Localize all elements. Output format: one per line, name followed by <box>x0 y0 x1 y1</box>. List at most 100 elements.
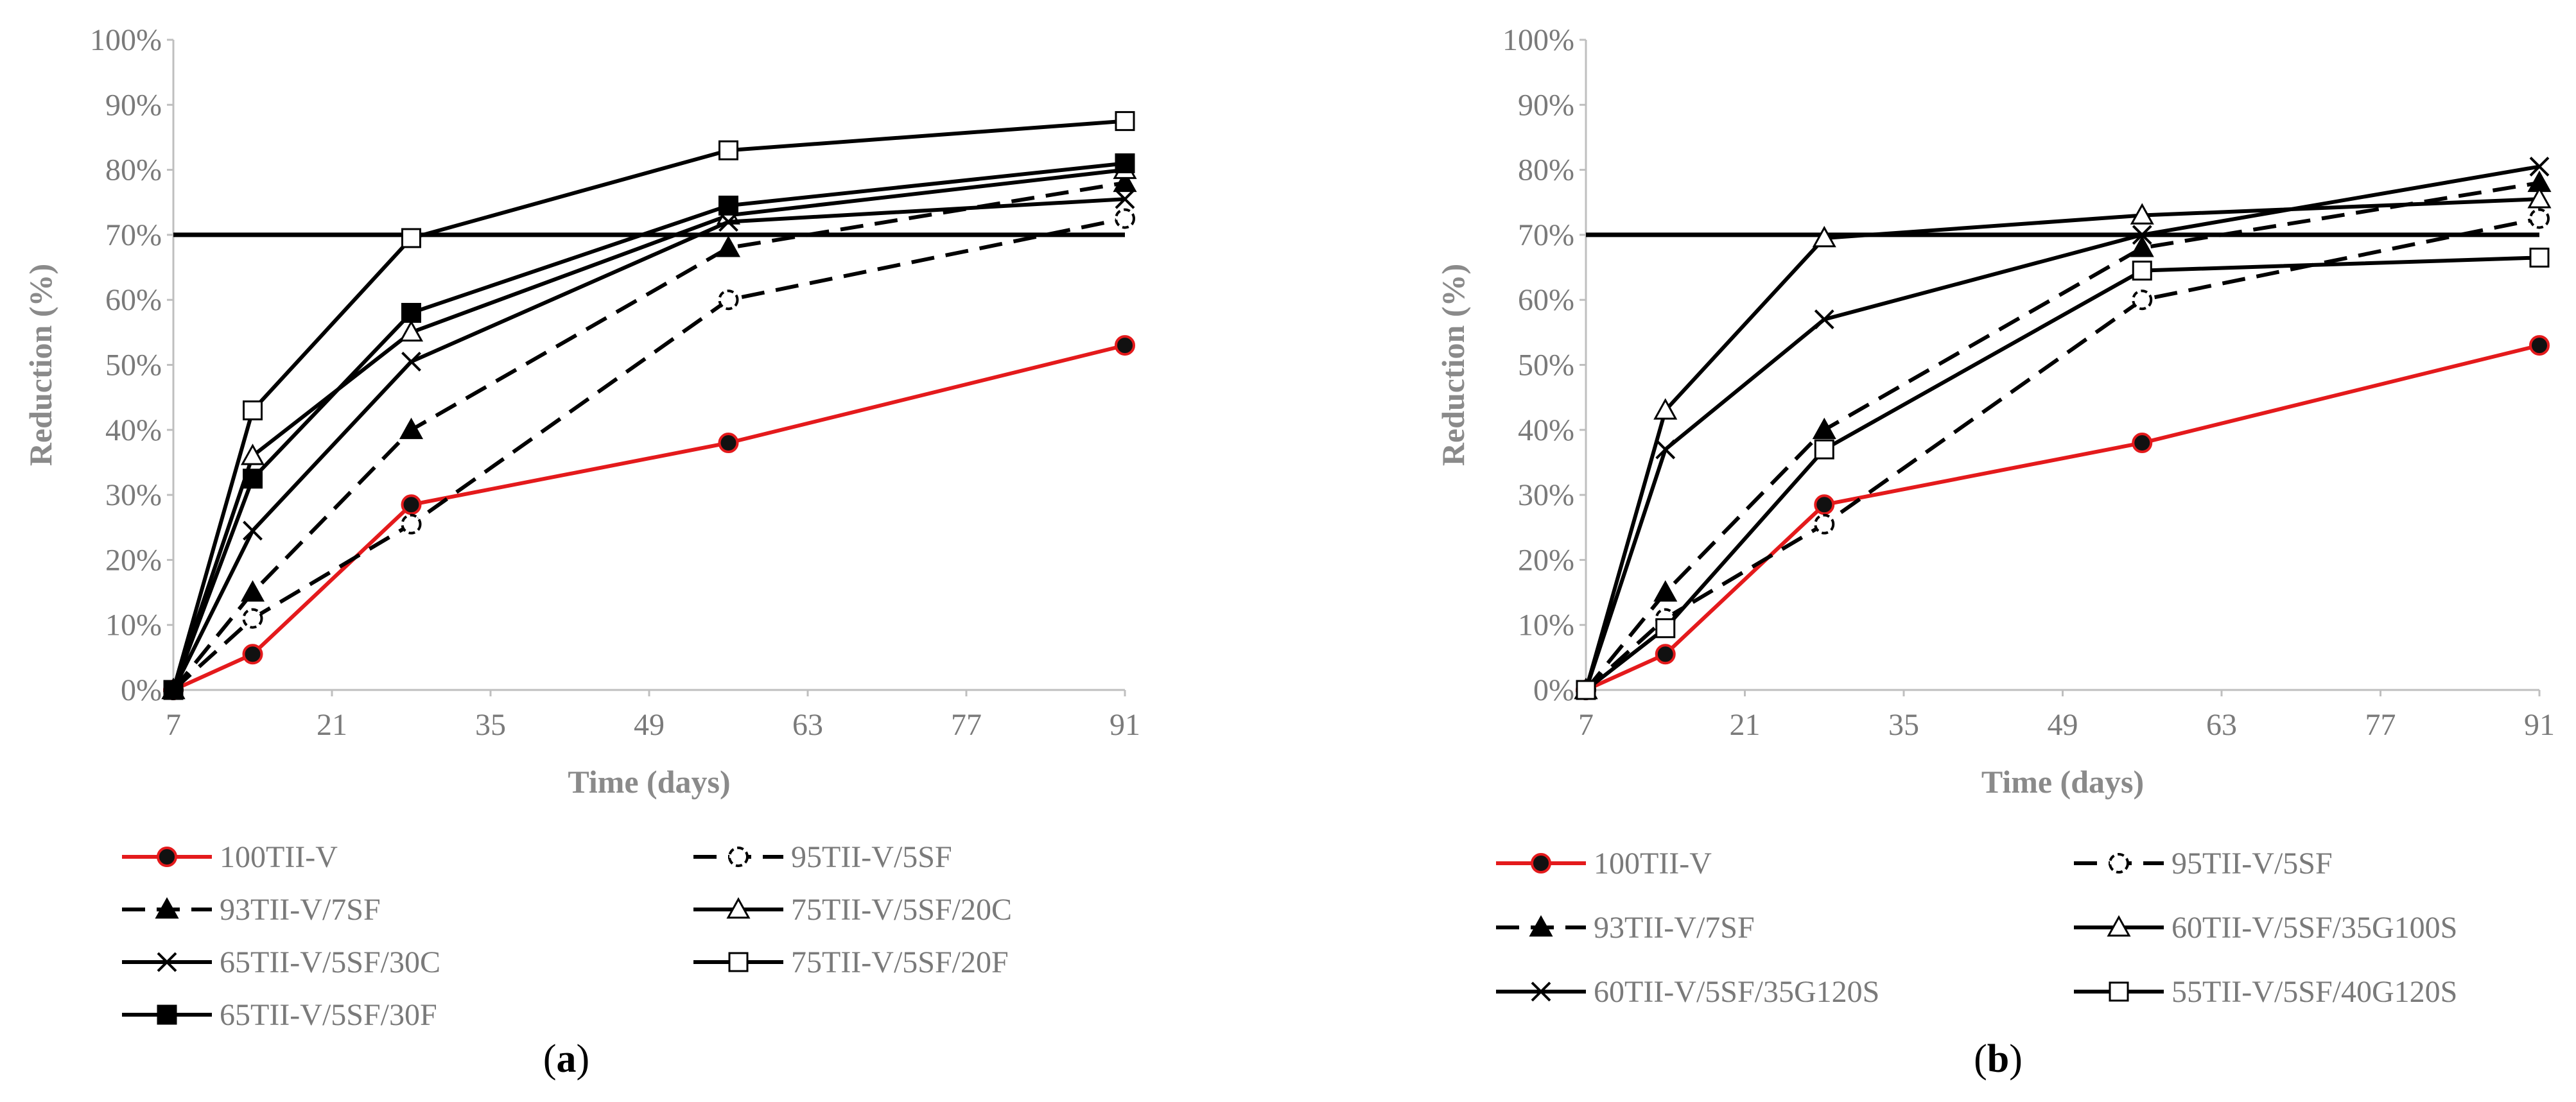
y-tick-label: 0% <box>1533 673 1574 707</box>
series-line <box>171 180 1126 691</box>
y-tick-label: 10% <box>1518 608 1574 642</box>
caption-open: ( <box>543 1037 557 1081</box>
y-tick-label: 50% <box>1518 349 1574 383</box>
legend-label: 95TII-V/5SF <box>791 840 952 874</box>
x-tick-label: 91 <box>2524 708 2555 742</box>
data-point <box>399 417 424 440</box>
data-point <box>1812 417 1836 440</box>
legend-item: 95TII-V/5SF <box>2074 847 2333 881</box>
data-point <box>1115 335 1135 356</box>
legend-item: 55TII-V/5SF/40G120S <box>2074 975 2457 1009</box>
data-point <box>1814 309 1834 330</box>
legend-marker <box>1531 981 1551 1002</box>
series-95TII-V/5SF <box>1576 208 2550 700</box>
legend-item: 65TII-V/5SF/30C <box>122 945 440 979</box>
series-line <box>171 161 1126 691</box>
x-tick-label: 91 <box>1110 708 1140 742</box>
x-axis-title: Time (days) <box>1981 764 2144 800</box>
series-65TII-V/5SF/30C <box>163 189 1135 700</box>
series-95TII-V/5SF <box>163 208 1135 700</box>
series-line <box>172 343 1126 692</box>
data-point <box>1655 618 1676 639</box>
legend-label: 65TII-V/5SF/30F <box>220 998 437 1032</box>
data-point <box>1115 189 1135 209</box>
y-tick-label: 100% <box>1502 23 1574 57</box>
y-tick-label: 60% <box>105 283 162 317</box>
legend-marker <box>157 1004 177 1025</box>
x-tick-label: 49 <box>634 708 665 742</box>
data-point <box>1653 580 1678 602</box>
y-tick-label: 20% <box>105 543 162 577</box>
y-tick-label: 90% <box>105 88 162 122</box>
legend-label: 100TII-V <box>1594 847 1712 881</box>
legend: 100TII-V 95TII-V/5SF 93TII-V/7SF 60TII-V/5S… <box>1496 847 2457 1009</box>
caption-open: ( <box>1974 1037 1987 1081</box>
y-tick-label: 100% <box>90 23 162 57</box>
x-tick-label: 7 <box>166 708 181 742</box>
x-tick-label: 21 <box>1730 708 1761 742</box>
data-point <box>401 302 421 323</box>
data-point <box>242 608 263 629</box>
series-line <box>171 216 1126 692</box>
legend-marker <box>1531 853 1551 874</box>
panel-caption: (b) <box>1974 1037 2023 1081</box>
legend-label: 100TII-V <box>220 840 338 874</box>
y-tick-label: 20% <box>1518 543 1574 577</box>
data-point <box>1115 208 1135 229</box>
data-point <box>1814 513 1835 535</box>
data-point <box>242 644 263 665</box>
y-tick-label: 70% <box>105 218 162 252</box>
legend-item: 65TII-V/5SF/30F <box>122 998 437 1032</box>
legend-marker <box>728 952 749 972</box>
data-point <box>1115 153 1135 173</box>
x-tick-label: 21 <box>317 708 347 742</box>
series-line <box>1584 216 2540 692</box>
series-100TII-V <box>163 335 1135 700</box>
legend-label: 93TII-V/7SF <box>220 893 381 927</box>
legend-item: 75TII-V/5SF/20F <box>693 945 1009 979</box>
legend-label: 75TII-V/5SF/20C <box>791 893 1012 927</box>
y-axis-title: Reduction (%) <box>22 264 58 466</box>
caption-letter: a <box>557 1037 577 1081</box>
data-point <box>2527 187 2552 209</box>
legend-item: 93TII-V/7SF <box>122 893 381 927</box>
legend-label: 60TII-V/5SF/35G100S <box>2171 911 2457 945</box>
x-tick-label: 7 <box>1578 708 1594 742</box>
y-tick-label: 30% <box>1518 478 1574 512</box>
series-line <box>1584 197 2540 691</box>
legend-item: 95TII-V/5SF <box>693 840 952 874</box>
series-60TII-V/5SF/35G120S <box>1576 157 2550 700</box>
data-point <box>240 580 265 602</box>
data-point <box>2130 236 2154 257</box>
y-tick-label: 30% <box>105 478 162 512</box>
data-point <box>401 352 421 372</box>
series-60TII-V/5SF/35G100S <box>1574 187 2552 700</box>
legend-marker <box>155 897 179 919</box>
data-point <box>1655 644 1676 665</box>
data-point <box>243 521 263 541</box>
legend-label: 93TII-V/7SF <box>1594 911 1755 945</box>
data-point <box>718 433 739 454</box>
x-tick-label: 63 <box>792 708 823 742</box>
legend-marker <box>157 952 177 972</box>
data-point <box>2130 203 2154 225</box>
legend-label: 95TII-V/5SF <box>2171 847 2333 881</box>
data-point <box>2529 335 2550 356</box>
series-75TII-V/5SF/20C <box>161 157 1137 700</box>
data-point <box>1115 111 1135 132</box>
series-75TII-V/5SF/20F <box>163 111 1135 700</box>
data-point <box>2132 289 2153 311</box>
caption-close: ) <box>577 1037 590 1081</box>
legend-item: 100TII-V <box>1496 847 1712 881</box>
y-tick-label: 70% <box>1518 218 1574 252</box>
data-point <box>240 443 265 465</box>
legend-label: 75TII-V/5SF/20F <box>791 945 1009 979</box>
series-93TII-V/7SF <box>161 170 1137 700</box>
y-tick-label: 80% <box>105 153 162 187</box>
x-tick-label: 49 <box>2048 708 2078 742</box>
series-line <box>1585 255 2540 692</box>
legend-marker <box>2109 853 2129 874</box>
caption-letter: b <box>1987 1037 2009 1081</box>
legend-item: 60TII-V/5SF/35G120S <box>1496 975 1879 1009</box>
data-point <box>401 494 422 515</box>
